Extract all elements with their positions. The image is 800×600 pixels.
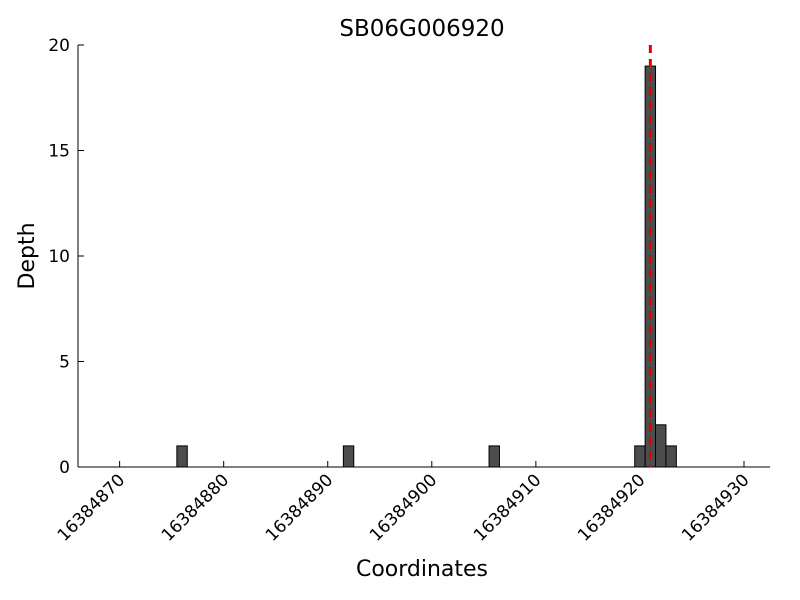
y-axis-label: Depth <box>15 222 40 289</box>
bar <box>176 445 188 468</box>
x-tick-label: 16384900 <box>366 470 441 545</box>
bar <box>488 445 500 468</box>
x-tick-label: 16384930 <box>678 470 753 545</box>
y-tick-label: 10 <box>48 247 70 267</box>
x-tick-label: 16384880 <box>158 470 233 545</box>
y-tick-label: 15 <box>48 142 70 162</box>
y-tick-label: 20 <box>48 36 70 56</box>
chart-title: SB06G006920 <box>339 16 504 42</box>
bar <box>342 445 355 468</box>
bar <box>644 65 657 468</box>
x-axis-label: Coordinates <box>356 557 488 582</box>
x-tick-label: 16384870 <box>54 470 129 545</box>
bar <box>665 445 677 468</box>
y-tick-label: 5 <box>59 353 70 373</box>
x-tick-label: 16384890 <box>262 470 337 545</box>
y-tick-label: 0 <box>59 458 70 478</box>
bar <box>655 424 667 468</box>
x-tick-label: 16384910 <box>470 470 545 545</box>
x-tick-label: 16384920 <box>574 470 649 545</box>
bar <box>634 445 646 468</box>
